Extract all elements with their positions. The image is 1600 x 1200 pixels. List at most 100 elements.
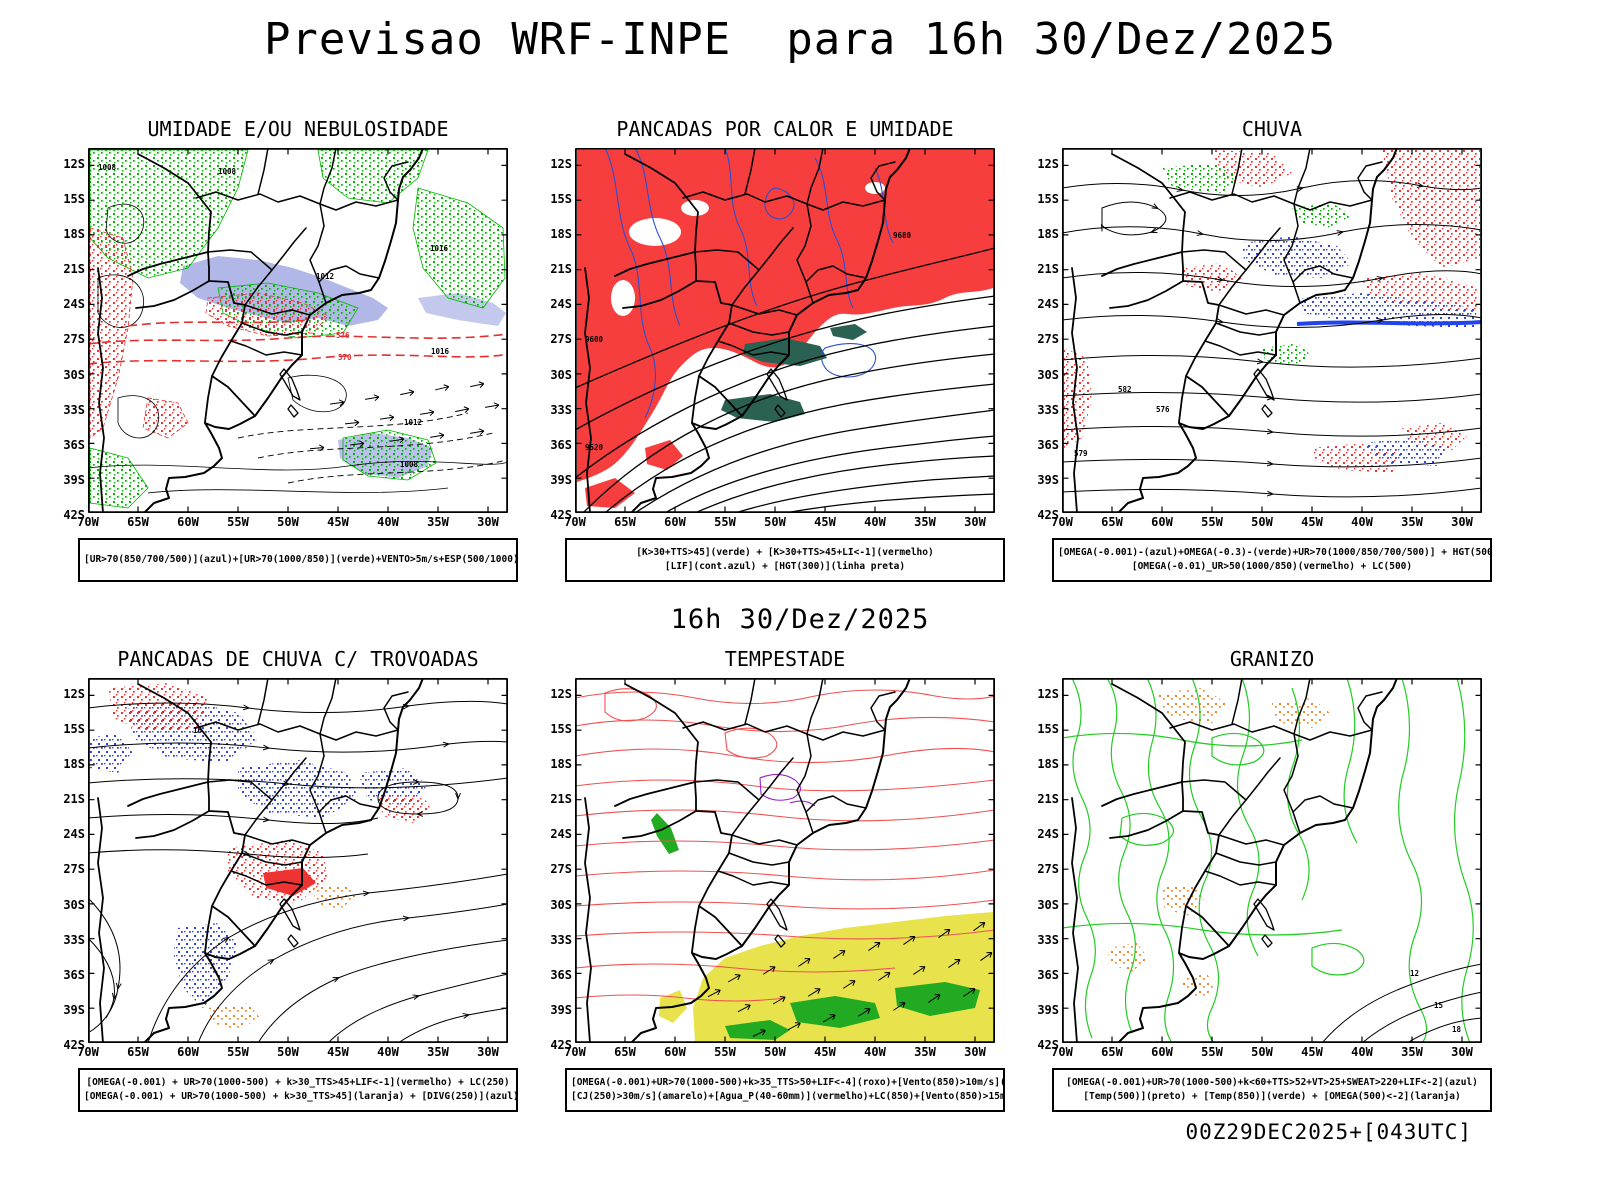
lat-tick-label: 12S [550,687,572,701]
lat-tick-label: 21S [63,792,85,807]
map-pancadas-calor: 9680 9600 9520 [575,148,995,513]
lat-tick-label: 39S [550,472,572,487]
panel-title-umidade: UMIDADE E/OU NEBULOSIDADE [147,117,449,141]
lon-tick-label: 45W [327,1045,349,1059]
lat-tick-label: 33S [550,402,572,417]
lat-tick-label: 21S [550,792,572,807]
wind-green-layer [651,813,980,1040]
lat-tick-label: 15S [550,722,572,737]
lat-axis: 12S 15S 18S 21S 24S 27S 30S 33S 36S 39S 42S [54,678,88,1051]
lon-tick-label: 40W [1351,515,1373,529]
lon-tick-label: 35W [914,1045,936,1059]
caption-line: [CJ(250)>30m/s](amarelo)+[Agua_P(40-60mm… [571,1091,1003,1102]
lat-tick-label: 30S [550,367,572,382]
lon-axis: 70W 65W 60W 55W 50W 45W 40W 35W 30W [1048,516,1476,528]
contour-label: 579 [1074,449,1088,458]
lon-tick-label: 70W [1051,515,1073,529]
lon-tick-label: 50W [764,1045,786,1059]
wind-vector-layer [309,381,500,452]
lat-tick-label: 15S [1037,722,1059,737]
lon-tick-label: 45W [814,515,836,529]
lat-tick-label: 15S [63,192,85,207]
lat-tick-label: 39S [63,472,85,487]
contour-label: 582 [1118,385,1132,394]
temp850-green-contour-layer [1062,678,1474,1043]
map-granizo: 12 15 18 [1062,678,1482,1043]
page-title: Previsao WRF-INPE para 16h 30/Dez/2025 [263,14,1337,65]
mid-time-label: 16h 30/Dez/2025 [670,604,930,635]
contour-label: 1016 [431,347,450,356]
divergence-streamline-layer [88,700,508,1043]
map-umidade: 1008 1008 1012 1016 576 570 1016 1012 10… [88,148,508,513]
map-area: 12S 15S 18S 21S 24S 27S 30S 33S 36S 39S 42S [541,678,995,1051]
panel-pancadas-calor: PANCADAS POR CALOR E UMIDADE 12S 15S 18S 21… [541,117,1005,582]
contour-label: 1008 [400,460,419,469]
orange-speckle-layer [1107,688,1330,998]
panel-title-trovoadas: PANCADAS DE CHUVA C/ TROVOADAS [117,647,479,671]
lat-tick-label: 12S [550,157,572,171]
lon-tick-label: 60W [177,515,199,529]
lon-tick-label: 70W [564,515,586,529]
lat-axis: 12S 15S 18S 21S 24S 27S 30S 33S 36S 39S 42S [54,148,88,521]
lif-blue-contour-layer [604,148,894,419]
lon-tick-label: 50W [1251,1045,1273,1059]
lon-tick-label: 30W [477,1045,499,1059]
lat-tick-label: 39S [63,1002,85,1017]
map-area: 12S 15S 18S 21S 24S 27S 30S 33S 36S 39S 42S [1028,148,1482,521]
lon-tick-label: 50W [277,1045,299,1059]
map-chuva: 582 576 579 [1062,148,1482,513]
panel-granizo: GRANIZO 12S 15S 18S 21S 24S 27S 30S 33S 36S 39S 42… [1028,647,1492,1112]
panel-title-granizo: GRANIZO [1229,647,1315,671]
lon-tick-label: 30W [964,1045,986,1059]
lat-tick-label: 33S [1037,402,1059,417]
panel-umidade: UMIDADE E/OU NEBULOSIDADE 12S 15S 18S 21S 24… [54,117,518,582]
lat-axis: 12S 15S 18S 21S 24S 27S 30S 33S 36S 39S 42S [541,148,575,521]
lat-tick-label: 33S [63,932,85,947]
lon-tick-label: 40W [377,1045,399,1059]
map-area: 12S 15S 18S 21S 24S 27S 30S 33S 36S 39S 42S [54,678,508,1051]
contour-label: 1012 [404,418,422,427]
lon-axis: 70W 65W 60W 55W 50W 45W 40W 35W 30W [1048,1046,1476,1058]
lat-tick-label: 36S [1037,437,1059,452]
contour-label: 570 [338,353,352,362]
map-tempestade [575,678,995,1043]
contour-label: 576 [336,331,350,340]
wind-vector-layer [707,921,993,1037]
contour-label: 576 [1156,405,1170,414]
contour-labels: 12 15 18 [1410,969,1462,1034]
contour-label: 18 [1452,1025,1462,1034]
lon-tick-label: 30W [477,515,499,529]
lat-tick-label: 27S [63,332,85,347]
contour-labels: 582 576 579 [1074,385,1170,458]
contour-label: 9600 [585,335,604,344]
lat-tick-label: 36S [550,967,572,982]
lon-tick-label: 50W [277,515,299,529]
caption-box-umidade: [UR>70(850/700/500)](azul)+[UR>70(1000/8… [78,538,518,582]
lon-tick-label: 35W [1401,1045,1423,1059]
contour-label: 1012 [316,272,334,281]
lat-tick-label: 21S [63,262,85,277]
lat-tick-label: 33S [1037,932,1059,947]
contour-labels: 16 [193,726,203,735]
caption-line: [UR>70(850/700/500)](azul)+[UR>70(1000/8… [84,554,518,565]
lon-tick-label: 55W [1201,515,1223,529]
map-trovoadas: 16 [88,678,508,1043]
lat-tick-label: 24S [63,827,85,842]
run-stamp: 00Z29DEC2025+[043UTC] [1185,1120,1472,1144]
lon-tick-label: 65W [1101,1045,1123,1059]
lon-tick-label: 50W [764,515,786,529]
lat-tick-label: 39S [550,1002,572,1017]
lat-tick-label: 12S [1037,157,1059,171]
lat-tick-label: 15S [63,722,85,737]
lat-tick-label: 33S [550,932,572,947]
hgt300-contour-layer [575,247,995,513]
caption-line: [LIF](cont.azul) + [HGT(300)](linha pret… [664,561,906,572]
lon-tick-label: 50W [1251,515,1273,529]
lon-tick-label: 35W [914,515,936,529]
thickness-contour-layer [88,319,508,365]
contour-label: 9520 [585,443,604,452]
lat-tick-label: 21S [1037,792,1059,807]
contour-labels: 1008 1008 1012 1016 576 570 1016 1012 10… [98,163,450,469]
lat-tick-label: 30S [63,367,85,382]
streamline-dashed-layer [237,412,507,484]
